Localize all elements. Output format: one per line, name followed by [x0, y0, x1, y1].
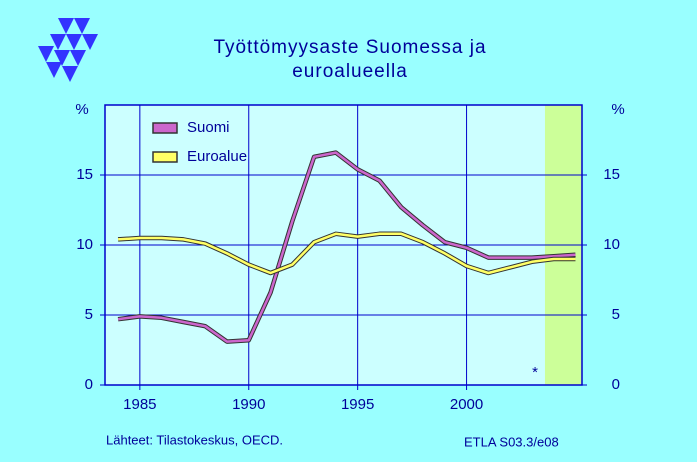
series-line — [117, 232, 576, 275]
y2-tick-label: 10 — [603, 236, 620, 253]
code: ETLA S03.3/e08 — [464, 434, 559, 449]
legend-swatch — [152, 151, 178, 163]
y-tick-label: 5 — [85, 306, 93, 323]
y-tick-label: 0 — [85, 376, 93, 393]
x-tick-label: 1990 — [232, 396, 265, 413]
legend-label: Euroalue — [187, 148, 247, 165]
x-tick-label: 2000 — [450, 396, 483, 413]
y-unit: % — [75, 101, 88, 118]
y2-unit: % — [611, 101, 624, 118]
plot-frame — [104, 104, 583, 386]
legend-swatch — [152, 122, 178, 134]
series-line — [117, 151, 576, 343]
logo — [38, 18, 98, 82]
source: Lähteet: Tilastokeskus, OECD. — [106, 432, 283, 447]
y2-tick-label: 15 — [603, 166, 620, 183]
x-tick-label: 1995 — [341, 396, 374, 413]
y-tick-label: 15 — [76, 166, 93, 183]
y2-tick-label: 5 — [612, 306, 620, 323]
chart-title: euroalueella — [292, 61, 408, 82]
x-tick-label: 1985 — [123, 396, 156, 413]
legend-label: Suomi — [187, 119, 230, 136]
y2-tick-label: 0 — [612, 376, 620, 393]
chart-title: Työttömyysaste Suomessa ja — [213, 37, 486, 58]
y-tick-label: 10 — [76, 236, 93, 253]
annotation: * — [532, 364, 538, 381]
